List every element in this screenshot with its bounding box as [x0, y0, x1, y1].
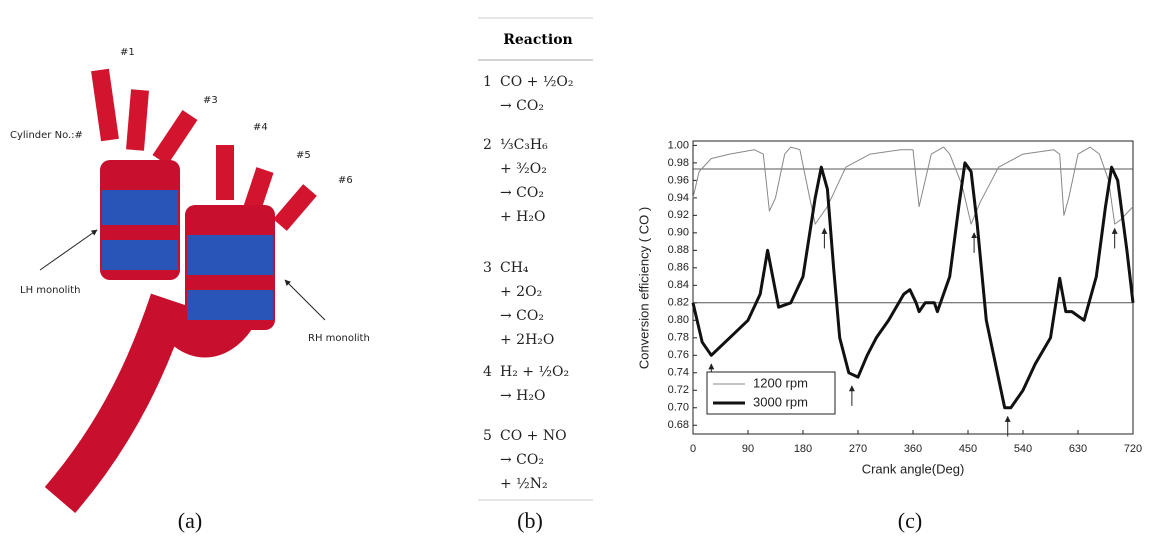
reaction-line: + H₂O — [500, 209, 545, 225]
x-tick-label: 540 — [1014, 443, 1032, 455]
y-tick-label: 0.74 — [668, 367, 689, 379]
y-tick-label: 0.82 — [668, 297, 689, 309]
x-tick-label: 0 — [690, 443, 696, 455]
reaction-line: H₂ + ½O₂ — [500, 364, 569, 380]
caption: (c) — [898, 508, 922, 533]
reaction-line: → CO₂ — [500, 98, 544, 114]
x-tick-label: 630 — [1069, 443, 1087, 455]
y-tick-label: 0.72 — [668, 384, 689, 396]
x-tick-label: 720 — [1124, 443, 1142, 455]
reaction-number: 5 — [483, 428, 492, 444]
y-tick-label: 0.86 — [668, 262, 689, 274]
reaction-line: CH₄ — [500, 260, 529, 276]
exhaust-drawing — [39, 68, 326, 514]
y-tick-label: 0.90 — [668, 227, 689, 239]
caption: (b) — [517, 508, 543, 533]
legend-box — [706, 371, 836, 415]
y-tick-label: 0.78 — [668, 332, 689, 344]
y-tick-label: 0.70 — [668, 402, 689, 414]
reaction-number: 2 — [483, 137, 492, 153]
y-axis-label: Conversion efficiency ( CO ) — [636, 207, 651, 369]
reaction-line: + 2H₂O — [500, 332, 554, 348]
y-tick-label: 0.84 — [668, 279, 689, 291]
caption: (a) — [178, 508, 202, 533]
legend-label: 1200 rpm — [753, 375, 808, 390]
reaction-line: → CO₂ — [500, 185, 544, 201]
table-header: Reaction — [503, 32, 572, 48]
cylinder-label: #5 — [296, 150, 311, 161]
reaction-line: CO + ½O₂ — [500, 74, 573, 90]
y-tick-label: 0.76 — [668, 349, 689, 361]
reaction-line: + ³⁄₂O₂ — [500, 161, 547, 177]
y-tick-label: 1.00 — [668, 139, 689, 151]
y-tick-label: 0.96 — [668, 174, 689, 186]
x-tick-label: 450 — [959, 443, 977, 455]
reaction-number: 3 — [483, 260, 492, 276]
reaction-line: + ½N₂ — [500, 476, 548, 492]
reaction-line: CO + NO — [500, 428, 567, 444]
annotation: LH monolith — [20, 285, 80, 296]
x-axis-label: Crank angle(Deg) — [862, 461, 965, 476]
x-tick-label: 270 — [849, 443, 867, 455]
x-tick-label: 90 — [742, 443, 754, 455]
legend-label: 3000 rpm — [753, 394, 808, 409]
y-tick-label: 0.92 — [668, 209, 689, 221]
y-tick-label: 0.80 — [668, 314, 689, 326]
reaction-line: ⅓C₃H₆ — [500, 137, 548, 153]
reaction-line: → CO₂ — [500, 452, 544, 468]
cylinder-label: #4 — [253, 122, 268, 133]
reaction-line: → H₂O — [500, 388, 545, 404]
cylinder-label: #6 — [338, 175, 353, 186]
cylinder-label: #1 — [120, 47, 135, 58]
series-line — [691, 161, 1135, 410]
reaction-line: → CO₂ — [500, 308, 544, 324]
annotation: Cylinder No.:# — [10, 130, 83, 141]
reaction-number: 4 — [483, 364, 492, 380]
reaction-line: + 2O₂ — [500, 284, 542, 300]
series-line — [692, 146, 1134, 225]
x-tick-label: 360 — [904, 443, 922, 455]
y-tick-label: 0.88 — [668, 244, 689, 256]
y-tick-label: 0.94 — [668, 192, 689, 204]
cylinder-label: #3 — [203, 95, 218, 106]
y-tick-label: 0.98 — [668, 157, 689, 169]
x-tick-label: 180 — [794, 443, 812, 455]
y-tick-label: 0.68 — [668, 419, 689, 431]
annotation: RH monolith — [308, 333, 370, 344]
reaction-number: 1 — [483, 74, 492, 90]
